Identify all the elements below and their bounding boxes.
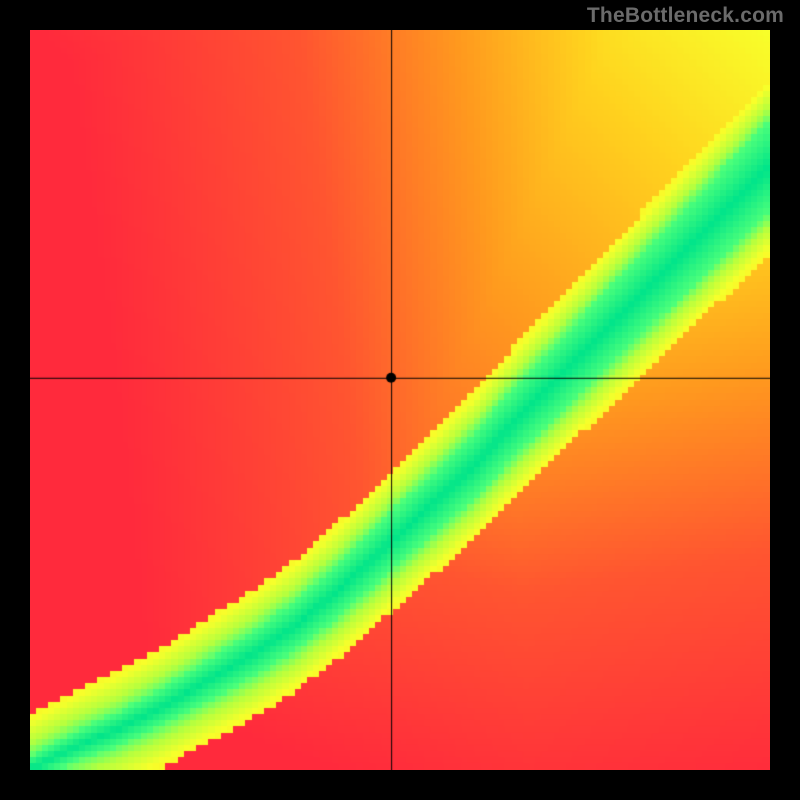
- watermark-text: TheBottleneck.com: [587, 4, 784, 28]
- bottleneck-heatmap: [30, 30, 770, 770]
- chart-container: TheBottleneck.com: [0, 0, 800, 800]
